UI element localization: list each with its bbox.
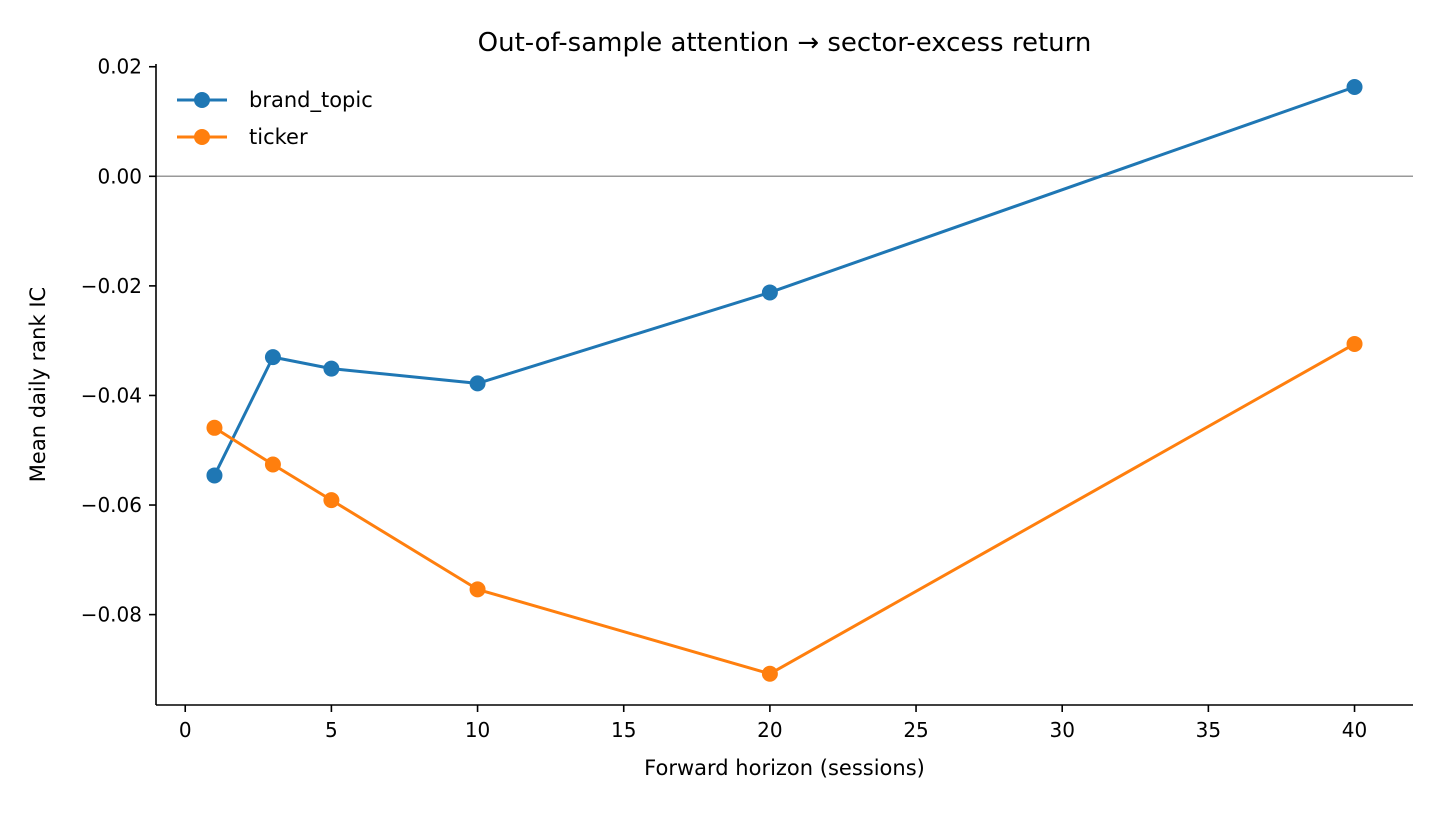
- x-tick-label: 15: [611, 718, 636, 742]
- x-tick-label: 0: [179, 718, 192, 742]
- data-point-brand-topic: [264, 349, 281, 366]
- series-lines: [206, 79, 1363, 682]
- data-point-brand-topic: [323, 360, 340, 377]
- data-point-ticker: [761, 665, 778, 682]
- data-point-brand-topic: [469, 375, 486, 392]
- y-tick-label: −0.02: [81, 274, 142, 298]
- legend-marker-brand-topic: [194, 92, 210, 108]
- chart-title: Out-of-sample attention → sector-excess …: [478, 28, 1092, 58]
- data-point-brand-topic: [761, 284, 778, 301]
- legend-label-ticker: ticker: [249, 125, 308, 149]
- x-tick-label: 20: [757, 718, 782, 742]
- y-tick-label: −0.04: [81, 383, 142, 407]
- data-point-ticker: [264, 456, 281, 473]
- y-tick-label: −0.08: [81, 603, 142, 627]
- data-point-ticker: [1346, 335, 1363, 352]
- x-tick-label: 10: [465, 718, 490, 742]
- y-tick-label: 0.00: [97, 164, 142, 188]
- axes: [155, 64, 1413, 706]
- x-tick-label: 25: [903, 718, 928, 742]
- x-tick-label: 35: [1196, 718, 1221, 742]
- x-axis-label: Forward horizon (sessions): [644, 756, 925, 780]
- series-line-brand-topic: [212, 85, 1357, 477]
- series-line-ticker: [212, 342, 1357, 676]
- legend-marker-ticker: [194, 129, 210, 145]
- data-point-ticker: [323, 492, 340, 509]
- y-tick-label: −0.06: [81, 493, 142, 517]
- x-tick-label: 40: [1342, 718, 1367, 742]
- x-tick-label: 30: [1049, 718, 1074, 742]
- x-tick-label: 5: [325, 718, 338, 742]
- data-point-brand-topic: [206, 467, 223, 484]
- y-axis-label: Mean daily rank IC: [26, 287, 50, 482]
- legend-label-brand-topic: brand_topic: [249, 88, 373, 113]
- y-axis-ticks: 0.02 0.00 −0.02 −0.04 −0.06 −0.08: [81, 55, 156, 627]
- data-point-ticker: [469, 581, 486, 598]
- data-point-brand-topic: [1346, 79, 1363, 96]
- x-axis-ticks: 0 5 10 15 20 25 30 35 40: [179, 705, 1367, 742]
- y-tick-label: 0.02: [97, 55, 142, 79]
- data-point-ticker: [206, 419, 223, 436]
